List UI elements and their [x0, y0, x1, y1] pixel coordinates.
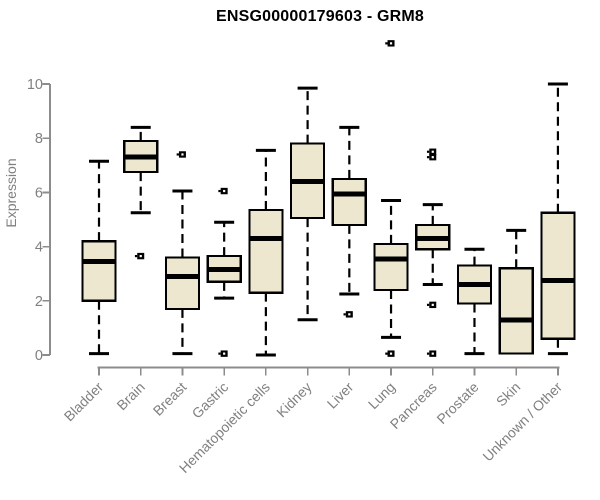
- median-line: [499, 317, 533, 323]
- outlier-square-center: [431, 303, 434, 306]
- median-line: [249, 235, 283, 241]
- boxplot-pancreas: [415, 148, 451, 357]
- median-line: [374, 256, 408, 262]
- outlier-marker: [343, 311, 353, 318]
- outlier-square-nub: [426, 150, 430, 153]
- x-tick-label-brain: Brain: [113, 379, 147, 413]
- median-line: [165, 273, 199, 279]
- box-rect: [331, 177, 367, 227]
- boxplot-brain: [123, 125, 159, 260]
- box-rect: [373, 242, 409, 292]
- median-line: [291, 179, 325, 185]
- y-tick-label: 10: [27, 77, 43, 93]
- outlier-marker: [426, 350, 437, 357]
- y-tick-label: 0: [35, 348, 43, 364]
- box-rect: [498, 267, 534, 355]
- outlier-square-center: [139, 254, 142, 258]
- outlier-square-nub: [218, 189, 221, 193]
- y-axis-title: Expression: [3, 158, 19, 227]
- x-tick-label-skin: Skin: [493, 379, 524, 410]
- boxplot-bladder: [81, 159, 117, 356]
- outlier-square-center: [348, 313, 351, 316]
- box-rect: [81, 240, 117, 302]
- outlier-square-center: [431, 150, 434, 153]
- outlier-marker: [385, 40, 395, 47]
- boxplot-gastric: [206, 187, 242, 357]
- x-tick-label-prostate: Prostate: [433, 379, 481, 427]
- outlier-marker: [385, 350, 395, 357]
- outlier-marker: [134, 252, 145, 260]
- y-tick-label: 6: [35, 185, 43, 201]
- median-line: [416, 235, 450, 241]
- outlier-square-nub: [218, 352, 221, 355]
- box-rect: [248, 208, 284, 294]
- median-line: [541, 277, 575, 283]
- x-tick-label-liver: Liver: [324, 379, 357, 412]
- outlier-marker: [426, 153, 437, 161]
- outlier-marker: [176, 151, 186, 158]
- outlier-marker: [426, 148, 437, 155]
- outlier-square-center: [431, 352, 434, 355]
- outlier-square-nub: [426, 352, 430, 355]
- outlier-square-nub: [343, 313, 346, 316]
- outlier-marker: [218, 350, 228, 357]
- boxplot-unknown-other: [540, 82, 576, 356]
- median-line: [207, 267, 241, 273]
- median-line: [332, 191, 366, 197]
- boxplot-skin: [498, 228, 534, 355]
- outlier-square-nub: [176, 153, 179, 156]
- outlier-square-center: [389, 352, 393, 355]
- outlier-square-nub: [134, 254, 138, 258]
- boxplot-hematopoietic-cells: [248, 148, 284, 357]
- box-rect: [164, 256, 201, 311]
- box-rect: [540, 211, 576, 340]
- outlier-square-center: [389, 42, 393, 45]
- x-tick-label-lung: Lung: [365, 379, 398, 412]
- boxplot-kidney: [290, 86, 326, 322]
- y-tick-label: 4: [35, 240, 43, 256]
- outlier-square-center: [181, 153, 184, 156]
- median-line: [82, 259, 116, 265]
- outlier-square-nub: [426, 303, 430, 306]
- median-line: [457, 282, 491, 288]
- x-tick-label-kidney: Kidney: [273, 379, 315, 421]
- x-tick-label-unknown-other: Unknown / Other: [479, 379, 565, 465]
- boxplot-lung: [373, 40, 409, 357]
- outlier-marker: [426, 301, 437, 309]
- boxplot-prostate: [456, 247, 493, 356]
- median-line: [124, 154, 158, 160]
- boxes-layer: [81, 40, 576, 357]
- y-tick-label: 8: [35, 131, 43, 147]
- outlier-marker: [218, 187, 228, 195]
- outlier-square-nub: [385, 352, 388, 355]
- y-tick-label: 2: [35, 294, 43, 310]
- outlier-square-nub: [385, 42, 388, 45]
- x-tick-label-breast: Breast: [150, 379, 190, 419]
- outlier-square-center: [223, 189, 226, 193]
- outlier-square-center: [431, 156, 434, 159]
- chart-title: ENSG00000179603 - GRM8: [215, 8, 425, 25]
- x-tick-label-bladder: Bladder: [61, 379, 107, 425]
- outlier-square-center: [223, 352, 226, 355]
- boxplot-breast: [164, 151, 201, 356]
- outlier-square-nub: [426, 156, 430, 159]
- boxplot-liver: [331, 125, 367, 318]
